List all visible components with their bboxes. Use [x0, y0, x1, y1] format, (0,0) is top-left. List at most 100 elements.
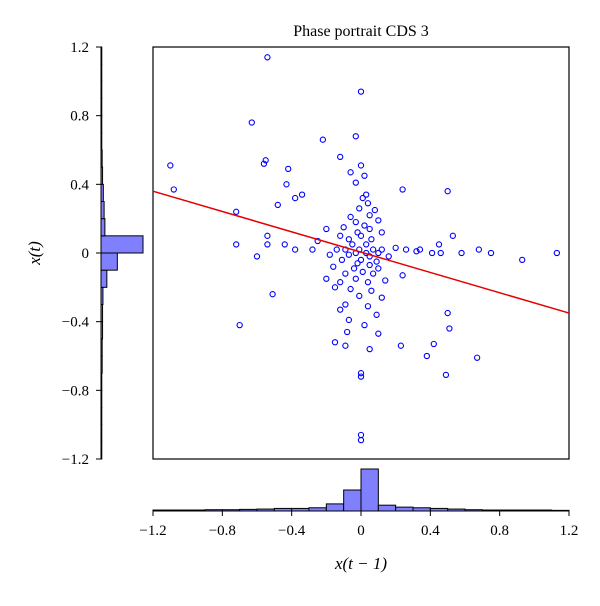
scatter-point: [298, 191, 306, 198]
scatter-point: [170, 186, 177, 193]
x-axis: −1.2 −0.8 −0.4 0 0.4 0.8 1.2 x(t − 1): [139, 510, 578, 573]
y-histogram-bar: [100, 80, 103, 100]
x-histogram-bar: [516, 509, 535, 512]
scatter-point: [330, 263, 337, 270]
scatter-point: [331, 339, 339, 346]
scatter-point: [361, 321, 368, 329]
scatter-point: [475, 246, 483, 253]
scatter-point: [347, 213, 354, 221]
scatter-point: [352, 218, 359, 226]
scatter-point: [357, 373, 365, 380]
scatter-point: [399, 186, 406, 193]
x-histogram-bar: [239, 508, 258, 512]
y-histogram-bar: [100, 63, 103, 82]
x-histogram-bar: [169, 509, 189, 512]
fit-line: [152, 190, 570, 314]
scatter-point: [269, 291, 276, 298]
scatter-point: [264, 241, 271, 248]
scatter-point: [342, 301, 349, 308]
scatter-point: [359, 194, 366, 202]
y-axis-label: x(t): [25, 241, 44, 266]
scatter-point: [385, 253, 392, 260]
scatter-point: [349, 241, 356, 248]
x-histogram-bar: [551, 509, 570, 512]
x-histogram-bar: [481, 509, 501, 512]
scatter-point: [437, 249, 444, 257]
x-tick-label: 0: [357, 523, 365, 539]
scatter-point: [361, 172, 368, 179]
y-tick-label: 0.8: [70, 109, 89, 125]
scatter-point: [357, 162, 365, 169]
scatter-point: [361, 222, 368, 229]
x-histogram-bar: [377, 504, 397, 512]
scatter-point: [345, 316, 353, 324]
scatter-point: [446, 325, 453, 332]
scatter-point: [291, 194, 299, 202]
scatter-point: [375, 330, 382, 337]
scatter-point: [357, 256, 365, 264]
scatter-point: [285, 165, 292, 173]
scatter-point: [449, 232, 457, 239]
y-histogram-bar: [100, 115, 103, 134]
scatter-point: [233, 241, 240, 248]
x-histogram-bar: [273, 507, 293, 512]
scatter-point: [281, 241, 288, 248]
scatter-point: [366, 345, 373, 353]
scatter-point: [357, 88, 365, 95]
x-histogram-bar: [325, 503, 345, 512]
scatter-point: [428, 249, 436, 257]
scatter-point: [375, 249, 382, 257]
scatter-point: [340, 224, 347, 231]
y-histogram-bar: [100, 389, 103, 409]
y-histogram-bar: [100, 304, 104, 323]
scatter-point: [397, 342, 405, 349]
y-histogram-bar: [100, 355, 103, 374]
scatter-point: [368, 287, 375, 294]
scatter-point: [366, 225, 373, 233]
scatter-point: [359, 268, 366, 276]
scatter-point: [323, 275, 330, 282]
x-histogram-bar: [204, 509, 223, 512]
plot-frame: [152, 46, 570, 460]
scatter-point: [337, 279, 344, 286]
y-histogram-bar: [100, 149, 103, 168]
left-histogram: [100, 46, 144, 460]
x-tick-label: −0.4: [278, 523, 306, 539]
scatter-point: [356, 292, 363, 300]
scatter-point: [323, 225, 330, 233]
scatter-plot-area: [152, 46, 570, 460]
scatter-point: [364, 279, 372, 286]
scatter-point: [402, 246, 410, 253]
scatter-point: [357, 436, 365, 444]
scatter-point: [262, 157, 269, 164]
y-histogram-bar: [100, 132, 103, 151]
scatter-point: [352, 133, 359, 140]
scatter-point: [264, 54, 271, 61]
scatter-point: [354, 260, 361, 267]
x-histogram-bar: [447, 508, 466, 512]
y-histogram-bar: [100, 218, 106, 237]
y-tick-label: 1.2: [70, 40, 89, 56]
scatter-point: [342, 270, 349, 277]
scatter-point: [264, 232, 271, 239]
scatter-point: [368, 236, 375, 243]
y-tick-label: −1.2: [62, 452, 89, 468]
y-tick-label: −0.8: [62, 383, 89, 399]
scatter-point: [392, 244, 399, 251]
y-histogram-bar: [100, 252, 118, 271]
x-histogram-bar: [429, 507, 449, 512]
scatter-point: [366, 253, 373, 260]
scatter-point: [354, 229, 361, 236]
scatter-point: [375, 265, 382, 272]
scatter-point: [248, 119, 255, 126]
scatter-point: [357, 370, 365, 377]
scatter-point: [236, 321, 243, 329]
bottom-histogram: [152, 468, 570, 512]
scatter-point: [319, 136, 327, 143]
x-histogram-bar: [291, 507, 310, 512]
scatter-point: [382, 277, 389, 284]
scatter-point: [283, 181, 290, 188]
scatter-point: [442, 371, 450, 379]
scatter-point: [369, 270, 377, 277]
scatter-point: [338, 256, 346, 264]
